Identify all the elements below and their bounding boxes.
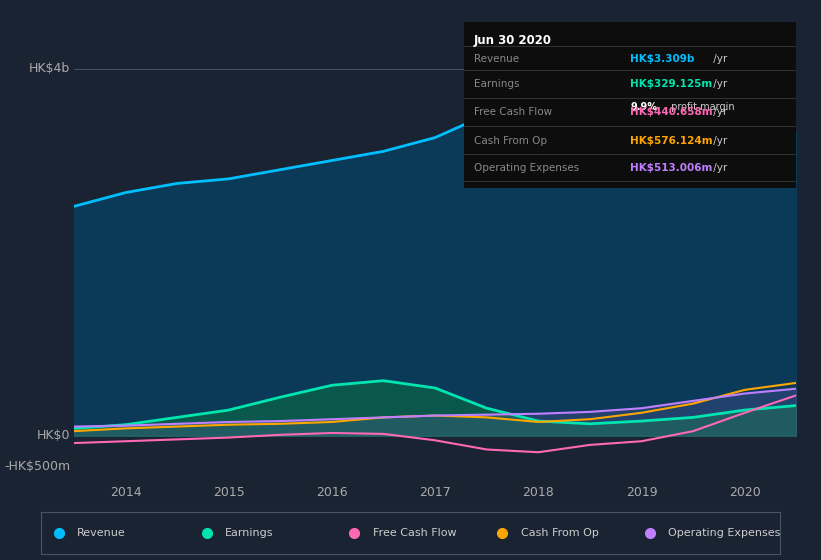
- Text: HK$329.125m: HK$329.125m: [631, 80, 713, 90]
- Text: Revenue: Revenue: [474, 54, 519, 64]
- Text: HK$576.124m: HK$576.124m: [631, 136, 713, 146]
- Text: /yr: /yr: [710, 54, 727, 64]
- Text: Free Cash Flow: Free Cash Flow: [474, 108, 552, 118]
- Text: 9.9%: 9.9%: [631, 102, 657, 111]
- Text: /yr: /yr: [710, 163, 727, 173]
- Text: HK$513.006m: HK$513.006m: [631, 163, 713, 173]
- Text: /yr: /yr: [710, 136, 727, 146]
- Text: HK$4b: HK$4b: [29, 62, 71, 75]
- Text: /yr: /yr: [710, 108, 727, 118]
- Text: Operating Expenses: Operating Expenses: [474, 163, 579, 173]
- Text: Jun 30 2020: Jun 30 2020: [474, 34, 552, 47]
- Text: HK$3.309b: HK$3.309b: [631, 54, 695, 64]
- Text: Revenue: Revenue: [77, 529, 126, 538]
- Text: Earnings: Earnings: [225, 529, 273, 538]
- Text: Operating Expenses: Operating Expenses: [668, 529, 781, 538]
- Text: Cash From Op: Cash From Op: [474, 136, 547, 146]
- Text: profit margin: profit margin: [668, 102, 735, 111]
- Text: -HK$500m: -HK$500m: [4, 460, 71, 473]
- Text: /yr: /yr: [710, 80, 727, 90]
- Text: Free Cash Flow: Free Cash Flow: [373, 529, 456, 538]
- Text: HK$440.658m: HK$440.658m: [631, 108, 713, 118]
- Text: HK$0: HK$0: [37, 429, 71, 442]
- Text: Earnings: Earnings: [474, 80, 520, 90]
- Text: Cash From Op: Cash From Op: [521, 529, 599, 538]
